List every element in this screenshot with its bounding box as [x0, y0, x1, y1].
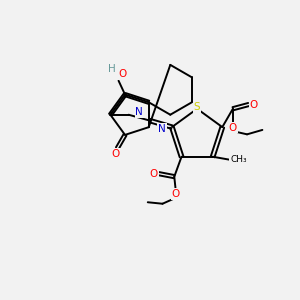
Text: O: O: [172, 189, 180, 199]
Text: S: S: [194, 102, 200, 112]
Text: O: O: [149, 169, 158, 179]
Text: H: H: [108, 64, 116, 74]
Text: O: O: [112, 149, 120, 159]
Text: N: N: [158, 124, 166, 134]
Text: CH₃: CH₃: [230, 155, 247, 164]
Text: N: N: [135, 107, 143, 117]
Text: O: O: [250, 100, 258, 110]
Text: O: O: [229, 123, 237, 133]
Text: O: O: [118, 69, 126, 79]
